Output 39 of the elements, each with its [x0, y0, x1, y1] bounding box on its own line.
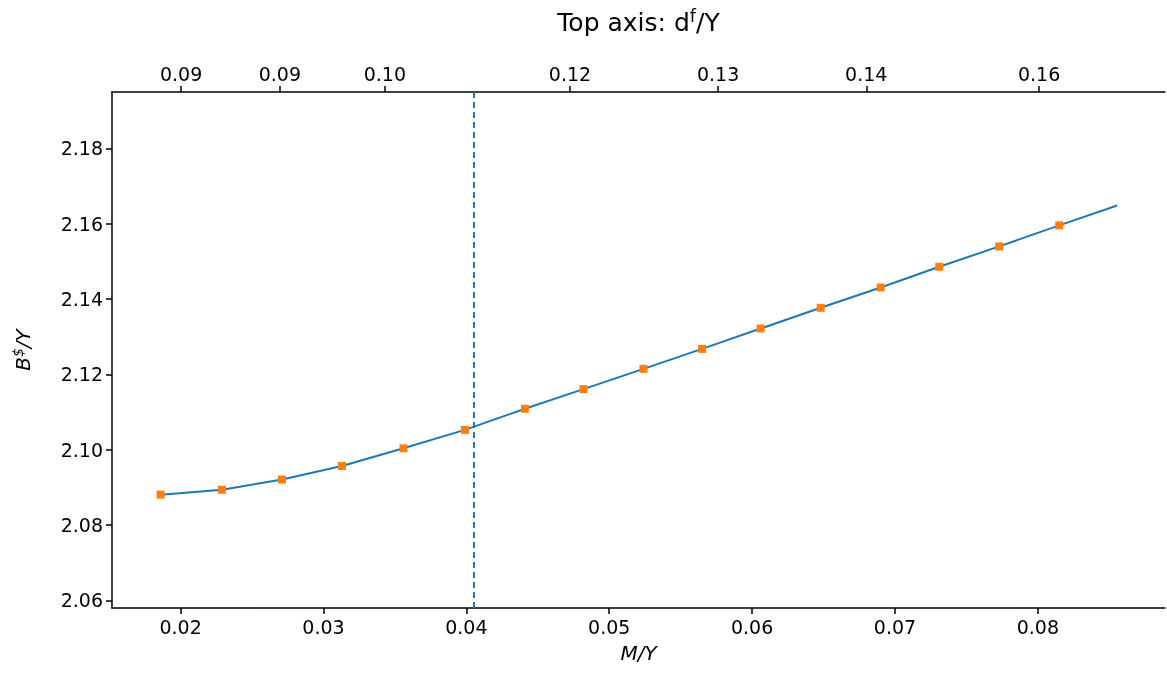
point: [278, 475, 287, 484]
x2-axis-title: Top axis: d$^{f}$/Y: [557, 6, 720, 38]
x2-tick-label: 0.13: [696, 62, 740, 85]
x2-tick-label: 0.12: [548, 62, 592, 85]
x-tick-label: 0.02: [159, 615, 202, 638]
point: [399, 444, 408, 453]
point: [935, 262, 944, 271]
x-tick-label: 0.05: [588, 615, 631, 638]
point: [756, 324, 765, 333]
y-tick-label: 2.06: [60, 589, 103, 612]
x2-tick-label: 0.10: [363, 62, 406, 85]
point: [816, 303, 825, 312]
point: [876, 283, 885, 292]
y-tick-label: 2.12: [60, 363, 103, 386]
x-axis-title: M/Y: [620, 641, 657, 665]
point: [218, 485, 227, 494]
x-tick-label: 0.08: [1016, 615, 1059, 638]
point: [579, 385, 588, 394]
point: [520, 404, 529, 413]
x-tick-label: 0.04: [445, 615, 488, 638]
x2-tick-label: 0.09: [159, 62, 203, 85]
y-tick-label: 2.14: [60, 288, 103, 311]
x2-tick-label: 0.16: [1017, 62, 1061, 85]
point: [156, 490, 165, 499]
x-tick-label: 0.07: [873, 615, 917, 638]
point: [639, 364, 648, 373]
y-tick-label: 2.16: [60, 212, 103, 235]
point: [338, 462, 347, 471]
point: [460, 425, 469, 434]
y-tick-label: 2.18: [60, 137, 103, 160]
y-tick-label: 2.10: [60, 438, 103, 461]
x2-tick-label: 0.14: [845, 62, 888, 85]
point: [1055, 221, 1064, 230]
y-tick-label: 2.08: [60, 514, 103, 537]
point: [698, 344, 707, 353]
point: [995, 242, 1004, 251]
x-tick-label: 0.03: [302, 615, 345, 638]
x2-tick-label: 0.09: [258, 62, 302, 85]
x-tick-label: 0.06: [730, 615, 774, 638]
